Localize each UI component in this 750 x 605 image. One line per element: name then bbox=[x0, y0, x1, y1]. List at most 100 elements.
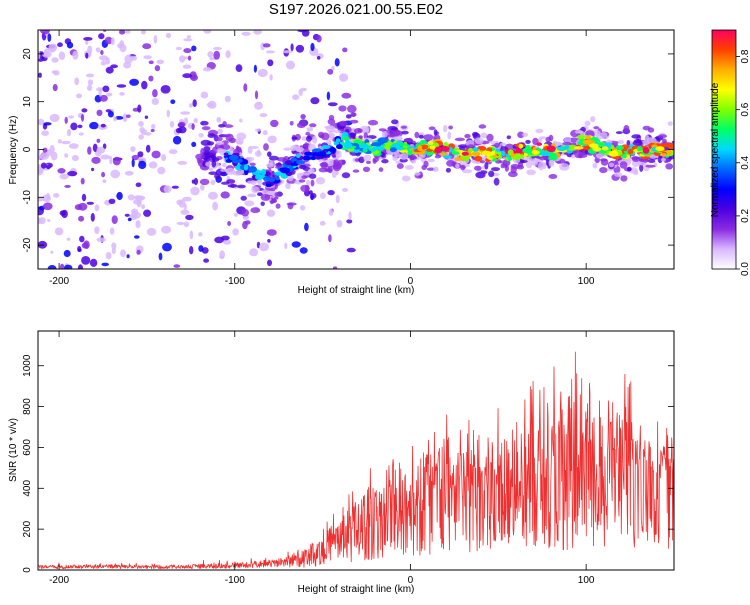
spectrogram-x-tick-label: 100 bbox=[578, 276, 595, 287]
spectrogram-cell bbox=[98, 33, 105, 40]
spectrogram-cell bbox=[275, 203, 281, 209]
spectrogram-cell bbox=[87, 84, 93, 91]
spectrogram-cell bbox=[317, 56, 321, 60]
spectrogram-cell bbox=[120, 249, 126, 258]
spectrogram-cell bbox=[526, 161, 533, 169]
spectrogram-cell bbox=[191, 141, 197, 147]
spectrogram-cell bbox=[660, 157, 666, 162]
spectrogram-cell bbox=[378, 167, 384, 172]
spectrogram-cell bbox=[657, 155, 663, 164]
spectrogram-cell bbox=[232, 228, 239, 236]
spectrogram-cell bbox=[525, 139, 531, 144]
spectrogram-cell bbox=[623, 125, 630, 132]
spectrogram-cell bbox=[285, 182, 291, 190]
spectrogram-cell bbox=[119, 92, 125, 96]
spectrogram-cell bbox=[262, 130, 268, 136]
spectrogram-cell bbox=[298, 88, 303, 97]
spectrogram-cell bbox=[282, 50, 293, 54]
spectrogram-cell bbox=[83, 37, 93, 41]
spectrogram-cell bbox=[130, 208, 139, 215]
spectrogram-cell bbox=[64, 264, 73, 269]
spectrogram-cell bbox=[443, 124, 448, 133]
spectrogram-cell bbox=[328, 102, 338, 107]
snr-x-tick-label: -200 bbox=[49, 575, 69, 586]
spectrogram-cell bbox=[68, 115, 74, 119]
spectrogram-cell bbox=[216, 116, 222, 123]
spectrogram-cell bbox=[110, 169, 121, 179]
spectrogram-cell bbox=[141, 129, 148, 136]
spectrogram-cell bbox=[295, 44, 305, 53]
spectrogram-cell bbox=[420, 144, 429, 150]
spectrogram-cell bbox=[225, 167, 235, 175]
spectrogram-cell bbox=[306, 179, 311, 186]
spectrogram-cell bbox=[665, 163, 674, 170]
spectrogram-cell bbox=[341, 92, 352, 99]
spectrogram-cell bbox=[193, 177, 199, 186]
spectrogram-cell bbox=[493, 177, 500, 186]
spectrogram-cell bbox=[142, 43, 152, 50]
spectrogram-cell bbox=[334, 58, 340, 67]
spectrogram-cell bbox=[200, 91, 209, 99]
spectrogram-cell bbox=[464, 133, 471, 139]
spectrogram-cell bbox=[203, 258, 210, 263]
spectrogram-cell bbox=[426, 151, 434, 156]
spectrogram-cell bbox=[348, 211, 352, 221]
spectrogram-cell bbox=[38, 51, 41, 60]
spectrogram-cell bbox=[223, 239, 232, 245]
spectrogram-cell bbox=[274, 171, 284, 176]
spectrogram-cell bbox=[227, 221, 232, 226]
spectrogram-cell bbox=[661, 152, 667, 157]
spectrogram-cell bbox=[89, 258, 98, 267]
spectrogram-cell bbox=[112, 156, 121, 166]
colorbar: 0.0 0.2 0.4 0.6 0.8 Normalized spectral ampl… bbox=[710, 29, 750, 276]
spectrogram-cell bbox=[440, 145, 450, 152]
spectrogram-cell bbox=[178, 126, 187, 134]
spectrogram-cell bbox=[486, 133, 494, 142]
spectrogram-cell bbox=[111, 247, 116, 255]
spectrogram-cell bbox=[447, 131, 452, 140]
spectrogram-cell bbox=[542, 163, 547, 170]
spectrogram-cell bbox=[571, 154, 576, 159]
spectrogram-cell bbox=[347, 104, 357, 113]
spectrogram-cell bbox=[321, 145, 331, 150]
spectrogram-cell bbox=[518, 154, 525, 160]
spectrogram-cell bbox=[111, 215, 118, 225]
spectrogram-cell bbox=[49, 113, 60, 123]
spectrogram-cell bbox=[215, 136, 223, 142]
spectrogram-cell bbox=[144, 115, 149, 119]
spectrogram-cell bbox=[191, 45, 197, 52]
spectrogram-cell bbox=[346, 219, 353, 224]
spectrogram-cell bbox=[134, 235, 140, 239]
spectrogram-cell bbox=[200, 120, 209, 126]
spectrogram-cell bbox=[346, 247, 356, 253]
spectrogram-cell bbox=[295, 148, 301, 152]
spectrogram-cell bbox=[71, 155, 79, 162]
spectrogram-cell bbox=[110, 37, 115, 46]
spectrogram-cell bbox=[101, 171, 106, 178]
spectrogram-cell bbox=[66, 237, 71, 241]
spectrogram-cell bbox=[510, 152, 515, 158]
spectrogram-y-tick-label: 20 bbox=[22, 48, 33, 60]
spectrogram-cell bbox=[472, 147, 479, 153]
spectrogram-cell bbox=[396, 163, 404, 170]
spectrogram-cell bbox=[626, 140, 631, 147]
spectrogram-cell bbox=[433, 129, 438, 136]
spectrogram-cell bbox=[259, 113, 268, 118]
spectrogram-cell bbox=[391, 119, 399, 125]
spectrogram-cell bbox=[145, 144, 151, 153]
spectrogram-cell bbox=[434, 146, 443, 154]
spectrogram-cell bbox=[573, 146, 584, 150]
spectrogram-cell bbox=[207, 51, 214, 58]
spectrogram-cell bbox=[296, 160, 306, 165]
spectrogram-cell bbox=[201, 126, 211, 131]
spectrogram-cell bbox=[344, 142, 352, 149]
spectrogram-cell bbox=[90, 212, 95, 222]
spectrogram-cell bbox=[50, 250, 54, 254]
spectrogram-cell bbox=[64, 116, 68, 124]
spectrogram-cell bbox=[79, 235, 85, 243]
spectrogram-cell bbox=[247, 180, 253, 184]
spectrogram-cell bbox=[339, 120, 348, 126]
spectrogram-cell bbox=[237, 184, 246, 189]
spectrogram-cell bbox=[504, 164, 509, 172]
